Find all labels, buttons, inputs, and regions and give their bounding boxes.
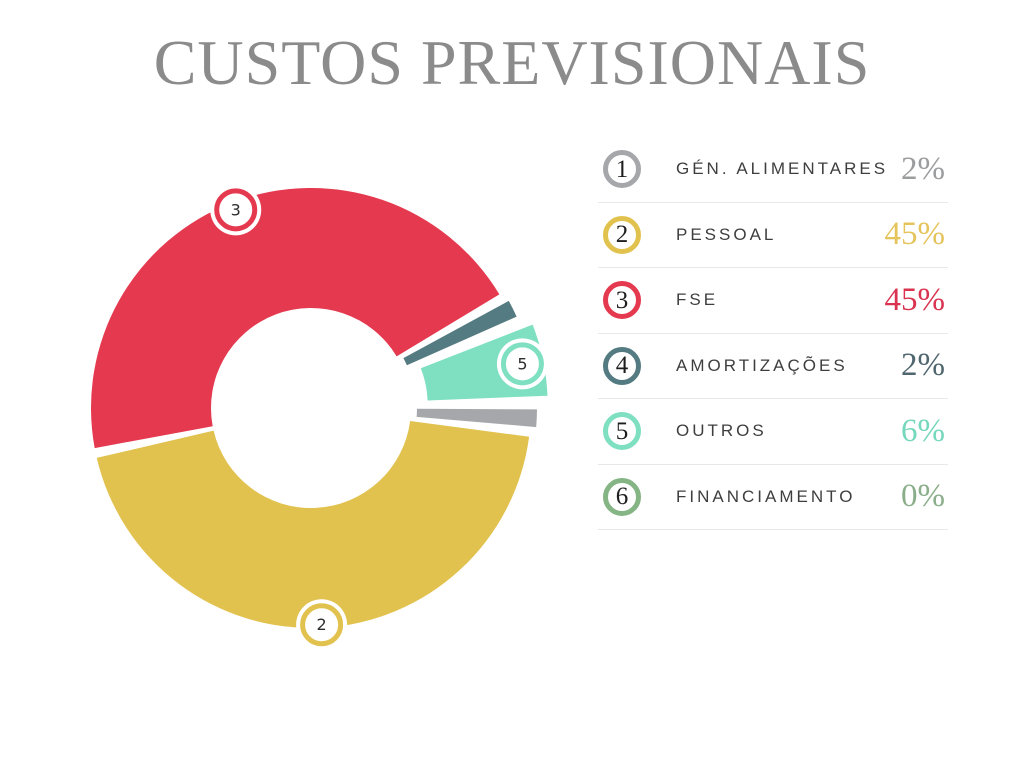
legend-row-3: 3 FSE 45% — [598, 268, 948, 334]
chart-title: CUSTOS PREVISIONAIS — [153, 27, 871, 98]
legend-number-badge: 6 — [603, 477, 641, 516]
legend: 1 GÉN. ALIMENTARES 2% 2 PESSOAL 45% 3 FSE 45% 4 AM… — [598, 137, 948, 530]
legend-item-label: OUTROS — [676, 421, 767, 441]
badge-number: 3 — [231, 200, 241, 219]
legend-number-badge: 1 — [603, 150, 641, 189]
badge-number: 2 — [317, 615, 327, 634]
legend-item-value: 45% — [884, 281, 946, 318]
segment-badge-5: 5 — [496, 338, 548, 390]
badge-ring — [300, 603, 344, 647]
legend-item-value: 45% — [884, 216, 946, 253]
legend-item-label: AMORTIZAÇÕES — [676, 355, 848, 375]
legend-item-value: 2% — [901, 347, 945, 384]
segment-badge-3: 3 — [210, 184, 262, 236]
legend-row-6: 6 FINANCIAMENTO 0% — [598, 465, 948, 530]
legend-row-1: 1 GÉN. ALIMENTARES 2% — [598, 137, 948, 203]
donut-segment-4 — [403, 300, 517, 366]
donut-chart: 2 3 5 — [91, 184, 548, 651]
legend-row-5: 5 OUTROS 6% — [598, 399, 948, 465]
legend-row-2: 2 PESSOAL 45% — [598, 203, 948, 268]
legend-item-value: 6% — [901, 412, 945, 449]
badge-number: 5 — [517, 354, 527, 373]
segment-badge-2: 2 — [296, 599, 348, 651]
legend-number-badge: 2 — [603, 215, 641, 254]
legend-number-badge: 4 — [603, 346, 641, 385]
legend-item-value: 2% — [901, 150, 945, 187]
badge-ring — [214, 188, 258, 232]
donut-segment-3 — [91, 188, 500, 449]
legend-number-badge: 5 — [603, 412, 641, 451]
donut-segment-2 — [96, 421, 530, 628]
donut-segment-1 — [416, 408, 537, 428]
legend-item-label: FSE — [676, 290, 719, 310]
badge-ring — [500, 342, 544, 386]
legend-number-badge: 3 — [603, 281, 641, 320]
legend-row-4: 4 AMORTIZAÇÕES 2% — [598, 334, 948, 399]
legend-item-label: GÉN. ALIMENTARES — [676, 159, 889, 179]
legend-item-value: 0% — [901, 478, 945, 515]
legend-item-label: PESSOAL — [676, 224, 777, 244]
legend-item-label: FINANCIAMENTO — [676, 486, 856, 506]
